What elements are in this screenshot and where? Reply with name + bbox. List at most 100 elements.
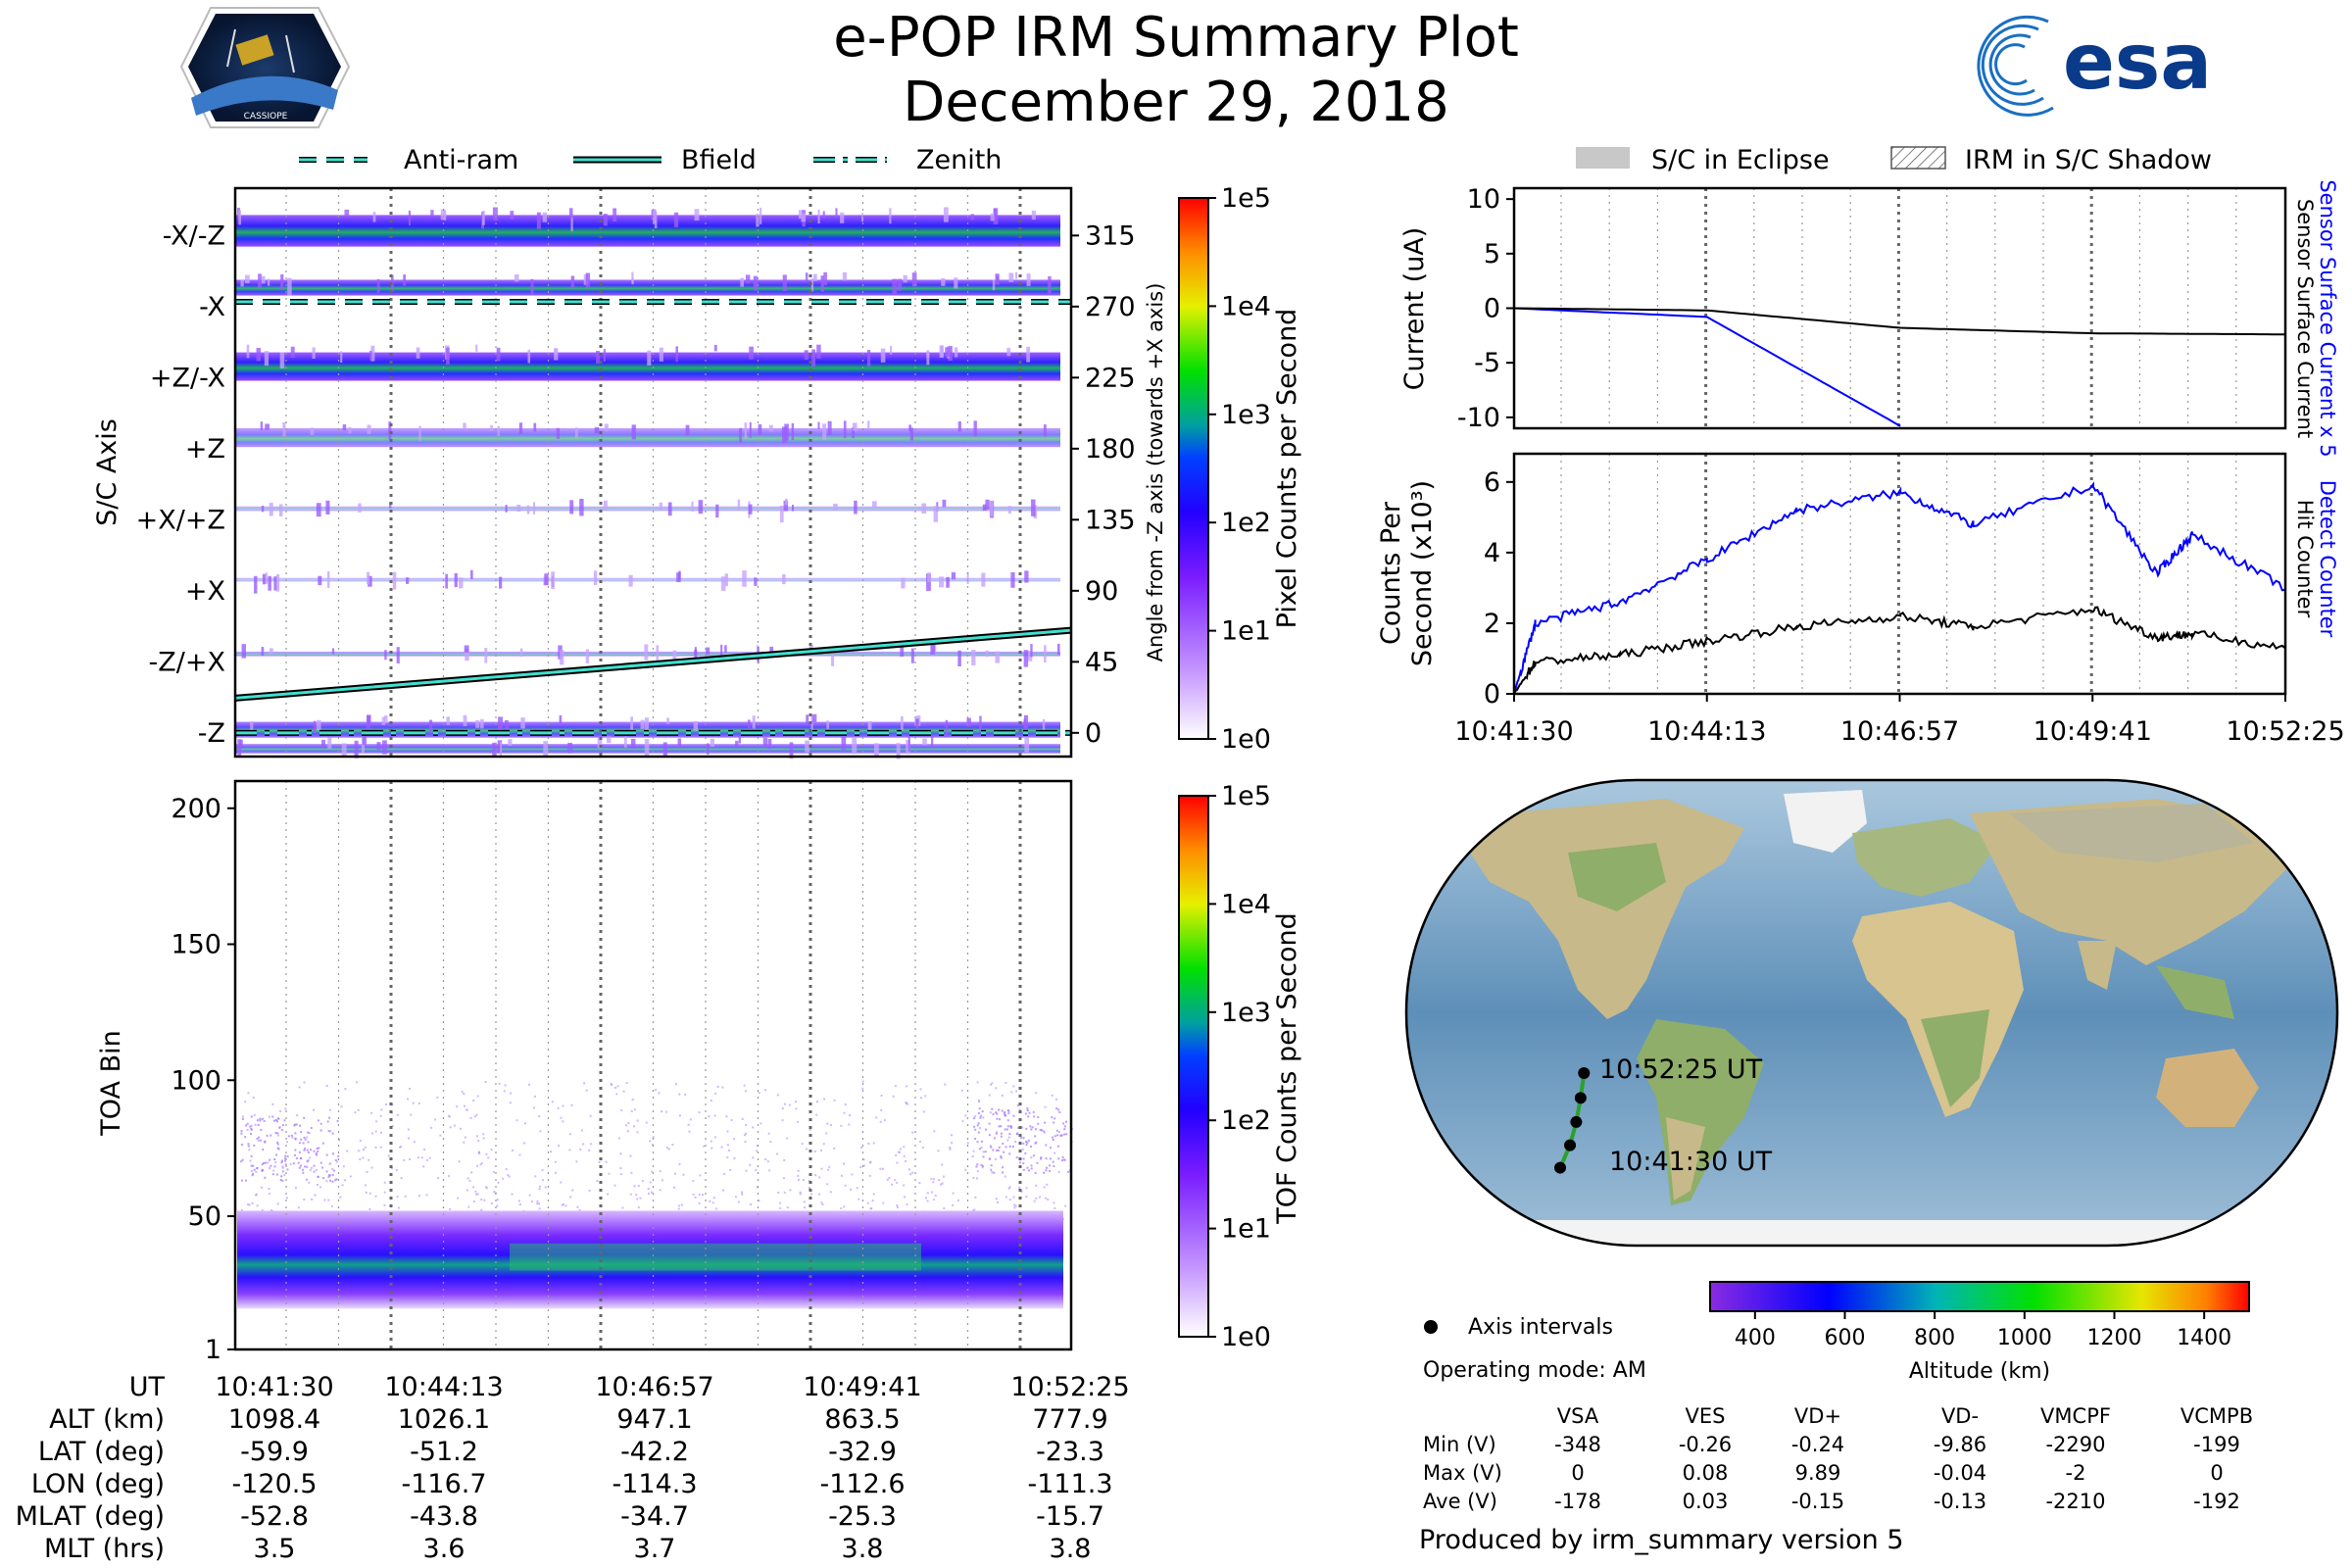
toa-speckle (903, 1146, 906, 1149)
heat-speckle (327, 737, 332, 749)
heat-speckle (694, 209, 700, 221)
toa-speckle (466, 1189, 468, 1192)
toa-speckle (303, 1199, 306, 1201)
toa-blob (1022, 1157, 1025, 1160)
toa-ytick-label: 200 (171, 794, 221, 824)
toa-speckle (541, 1169, 544, 1172)
toa-speckle (1004, 1175, 1006, 1178)
toa-speckle (557, 1106, 560, 1109)
heat-speckle (505, 719, 509, 734)
toa-blob (1006, 1119, 1009, 1122)
toa-speckle (764, 1157, 767, 1160)
toa-speckle (952, 1203, 955, 1206)
toa-speckle (335, 1160, 338, 1163)
toa-speckle (487, 1156, 490, 1159)
toa-speckle (242, 1115, 245, 1118)
toa-blob (1029, 1125, 1032, 1128)
voltage-cell: 0 (1571, 1461, 1584, 1485)
heat-speckle (612, 208, 617, 222)
toa-blob (1063, 1133, 1066, 1136)
continents (1406, 790, 2337, 1246)
colorbar-tick-label: 1e5 (1221, 781, 1271, 811)
toa-blob (290, 1134, 293, 1137)
toa-blob (993, 1171, 996, 1174)
toa-speckle (325, 1180, 328, 1183)
toa-speckle (589, 1114, 592, 1117)
toa-blob (264, 1176, 267, 1179)
toa-blob (1043, 1131, 1046, 1134)
heat-speckle (901, 715, 904, 731)
toa-speckle (932, 1199, 935, 1201)
toa-speckle (456, 1105, 459, 1108)
heat-speckle (817, 209, 820, 224)
toa-blob (256, 1119, 259, 1122)
toa-blob (328, 1162, 331, 1165)
toa-blob (280, 1129, 283, 1132)
toa-speckle (358, 1150, 361, 1152)
toa-speckle (974, 1196, 977, 1199)
toa-speckle (476, 1095, 479, 1098)
toa-speckle (861, 1087, 864, 1090)
toa-speckle (720, 1146, 723, 1149)
toa-blob (1019, 1137, 1022, 1140)
axis-interval-dot-icon (1424, 1320, 1438, 1334)
heat-speckle (816, 344, 821, 359)
toa-speckle (974, 1115, 977, 1118)
toa-blob (1026, 1141, 1029, 1144)
toa-speckle (598, 1161, 601, 1164)
heat-speckle (973, 420, 977, 437)
toa-speckle (698, 1111, 701, 1114)
toa-blob (307, 1151, 310, 1153)
toa-blob (297, 1161, 300, 1164)
toa-blob (1000, 1132, 1003, 1135)
heat-speckle (530, 278, 534, 296)
toa-speckle (279, 1109, 282, 1112)
toa-speckle (786, 1137, 789, 1140)
toa-blob (249, 1133, 252, 1136)
toa-speckle (274, 1161, 277, 1164)
toa-blob (1025, 1141, 1028, 1144)
toa-speckle (982, 1151, 985, 1153)
toa-speckle (366, 1170, 368, 1173)
toa-speckle (626, 1130, 629, 1133)
toa-speckle (822, 1143, 825, 1146)
heat-speckle (779, 505, 784, 523)
toa-speckle (430, 1126, 433, 1129)
heat-speckle (543, 741, 549, 757)
toa-speckle (362, 1156, 365, 1159)
toa-speckle (827, 1168, 830, 1171)
heat-speckle (805, 272, 808, 281)
esa-wordmark: esa (2063, 19, 2212, 107)
toa-blob (988, 1122, 991, 1125)
toa-speckle (568, 1149, 571, 1152)
toa-speckle (763, 1089, 766, 1092)
toa-speckle (972, 1150, 975, 1152)
toa-blob (321, 1166, 324, 1169)
heat-speckle (631, 424, 636, 440)
toa-speckle (980, 1146, 983, 1149)
toa-speckle (403, 1158, 406, 1161)
voltage-cell: -0.26 (1679, 1433, 1732, 1456)
toa-speckle (895, 1153, 898, 1156)
toa-speckle (788, 1103, 791, 1106)
toa-blob (1054, 1117, 1056, 1120)
toa-speckle (291, 1136, 294, 1139)
toa-speckle (930, 1177, 933, 1180)
toa-speckle (833, 1099, 836, 1102)
toa-speckle (511, 1193, 514, 1196)
toa-blob (262, 1148, 265, 1151)
heat-speckle (1030, 644, 1033, 658)
heat-speckle (946, 576, 950, 588)
toa-blob (1053, 1121, 1055, 1124)
toa-speckle (760, 1122, 762, 1125)
toa-blob (1045, 1157, 1048, 1160)
toa-speckle (570, 1103, 573, 1106)
heat-speckle (559, 650, 564, 665)
toa-speckle (859, 1165, 862, 1168)
heat-speckle (693, 720, 699, 731)
toa-speckle (318, 1186, 321, 1189)
heat-speckle (554, 348, 559, 361)
toa-speckle (744, 1140, 747, 1143)
toa-speckle (727, 1149, 730, 1152)
heat-band (236, 506, 1060, 512)
